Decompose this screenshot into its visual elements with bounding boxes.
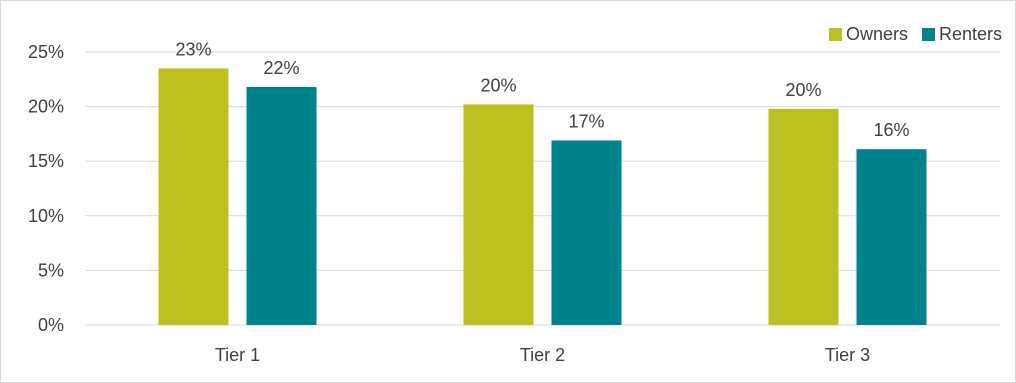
x-tick-label: Tier 1 <box>215 345 260 365</box>
legend-swatch-owners <box>828 28 842 41</box>
x-tick-label: Tier 2 <box>520 345 565 365</box>
y-tick-label: 15% <box>28 151 64 171</box>
y-tick-label: 5% <box>38 260 64 280</box>
legend-item-renters: Renters <box>921 24 1002 45</box>
bar-renters-2 <box>551 140 622 325</box>
bar-owners-3 <box>768 108 839 325</box>
legend-item-owners: Owners <box>828 24 908 45</box>
data-labels: 23% 22% 20% 17% 20% 16% <box>175 39 909 140</box>
data-label-renters-1: 22% <box>263 58 299 78</box>
bar-renters-1 <box>246 86 317 325</box>
bars <box>158 68 927 325</box>
y-tick-label: 0% <box>38 315 64 335</box>
bar-owners-1 <box>158 68 229 325</box>
gridlines <box>85 51 1000 326</box>
y-tick-label: 20% <box>28 97 64 117</box>
data-label-owners-2: 20% <box>480 75 516 95</box>
legend-label-renters: Renters <box>938 24 1002 44</box>
data-label-owners-3: 20% <box>785 80 821 100</box>
bar-owners-2 <box>463 104 534 325</box>
data-label-owners-1: 23% <box>175 39 211 59</box>
legend-label-owners: Owners <box>845 24 908 44</box>
x-tick-label: Tier 3 <box>825 345 870 365</box>
y-tick-label: 10% <box>28 206 64 226</box>
legend: Owners Renters <box>815 24 1002 45</box>
y-axis-ticks: 0% 5% 10% 15% 20% 25% <box>28 42 64 335</box>
y-tick-label: 25% <box>28 42 64 62</box>
data-label-renters-3: 16% <box>873 120 909 140</box>
x-axis-ticks: Tier 1 Tier 2 Tier 3 <box>215 345 870 365</box>
bar-renters-3 <box>856 149 927 325</box>
legend-swatch-renters <box>921 28 935 41</box>
data-label-renters-2: 17% <box>568 111 604 131</box>
